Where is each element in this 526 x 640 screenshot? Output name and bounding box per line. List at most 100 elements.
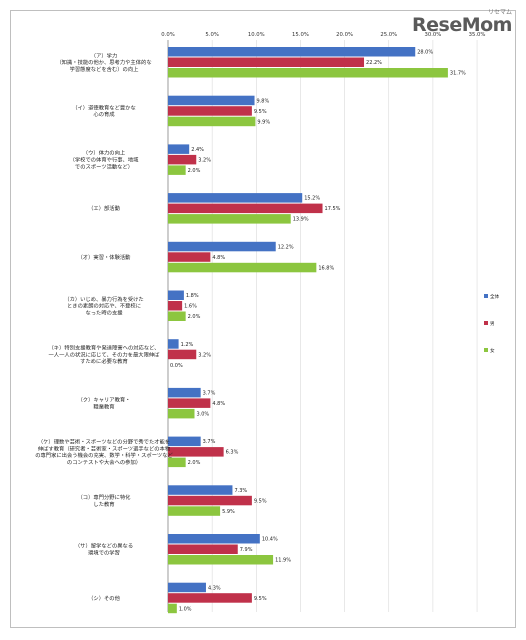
bar	[168, 506, 221, 516]
category-label: （シ）その他	[88, 594, 120, 602]
bar	[168, 193, 303, 203]
bar	[168, 349, 197, 360]
bar	[168, 68, 448, 78]
x-tick-label: 5.0%	[205, 32, 218, 38]
bar	[168, 252, 211, 262]
bar	[168, 262, 317, 273]
bar	[168, 290, 184, 300]
data-label: 9.5%	[254, 596, 267, 602]
bar	[168, 436, 201, 447]
data-label: 3.7%	[203, 390, 216, 396]
bar	[168, 57, 365, 67]
data-label: 2.0%	[188, 460, 201, 466]
category-label: （エ）部活動	[88, 204, 120, 212]
bar	[168, 47, 416, 57]
data-label: 7.9%	[240, 547, 253, 553]
legend-label: 男	[490, 321, 495, 327]
category-label: （ア）学力（知識・技能の他か、思考力や主体的な学習態度などを含む）の向上	[56, 51, 151, 73]
bar	[168, 447, 224, 457]
bar	[168, 495, 252, 506]
data-label: 4.8%	[212, 401, 225, 407]
x-tick-label: 15.0%	[292, 32, 309, 38]
category-label: （イ）道徳教育など豊かな心の育成	[72, 103, 136, 118]
bar	[168, 214, 291, 224]
category-label: （カ）いじめ、暴力行為を受けたときの素朗の対応や、不登校になった時の支援	[64, 295, 143, 317]
data-label: 9.8%	[257, 98, 270, 104]
x-tick-label: 25.0%	[380, 32, 397, 38]
category-label: （ウ）体力の向上（学校での体育や行事、地域でのスポーツ活動など）	[70, 149, 140, 171]
data-label: 17.5%	[325, 206, 341, 212]
data-label: 15.2%	[304, 196, 320, 202]
data-label: 22.2%	[366, 60, 382, 66]
data-label: 0.0%	[170, 363, 183, 369]
data-label: 1.8%	[186, 293, 199, 299]
x-tick-label: 30.0%	[424, 32, 441, 38]
x-tick-label: 35.0%	[469, 32, 486, 38]
resemom-logo: リセマム ReseMom	[412, 9, 512, 36]
data-label: 6.3%	[226, 450, 239, 456]
bar	[168, 534, 260, 544]
category-label: （ク）キャリア教育・職業教育	[78, 396, 131, 411]
data-label: 7.3%	[234, 488, 247, 494]
data-label: 3.2%	[198, 352, 211, 358]
data-label: 1.6%	[184, 304, 197, 310]
data-label: 2.0%	[188, 314, 201, 320]
bar	[168, 165, 186, 175]
bar	[168, 311, 186, 321]
data-label: 3.7%	[203, 439, 216, 445]
data-label: 5.9%	[222, 509, 235, 515]
bar	[168, 154, 197, 165]
data-label: 12.2%	[278, 244, 294, 250]
data-label: 31.7%	[450, 71, 466, 77]
data-label: 28.0%	[417, 50, 433, 56]
data-label: 3.2%	[198, 157, 211, 163]
data-label: 9.9%	[257, 119, 270, 125]
bar	[168, 485, 233, 495]
chart-frame	[10, 10, 516, 628]
data-label: 13.9%	[293, 217, 309, 223]
data-label: 11.9%	[275, 558, 291, 564]
data-label: 2.4%	[191, 147, 204, 153]
category-label: （オ）実習・体験活動	[78, 253, 131, 261]
logo-subtitle: リセマム	[487, 9, 512, 16]
data-label: 4.8%	[212, 255, 225, 261]
bar	[168, 555, 274, 565]
bar	[168, 457, 186, 468]
legend-label: 全体	[490, 293, 500, 300]
legend-swatch	[484, 321, 488, 325]
bar	[168, 241, 276, 252]
bar	[168, 603, 177, 614]
data-label: 10.4%	[262, 537, 278, 543]
bar	[168, 593, 252, 603]
data-label: 3.0%	[196, 411, 209, 417]
data-label: 9.5%	[254, 109, 267, 115]
logo-text: ReseMom	[412, 14, 512, 36]
category-label: （キ）特別支援教育や発達障害への対応など、一人一人の状況に応じて、その力を最大限…	[49, 343, 161, 365]
legend-label: 女	[490, 347, 495, 354]
bar	[168, 116, 256, 127]
bar	[168, 387, 201, 398]
data-label: 1.2%	[181, 342, 194, 348]
legend-swatch	[484, 348, 488, 352]
bar	[168, 144, 190, 154]
category-label: （ケ）理数や芸術・スポーツなどの分野で秀でた才能を伸ばす教育（研究者・芸術家・ス…	[35, 437, 173, 465]
data-label: 9.5%	[254, 498, 267, 504]
bar	[168, 544, 238, 554]
category-label: （コ）専門分野に特化した教育	[78, 493, 132, 508]
x-tick-label: 20.0%	[336, 32, 353, 38]
bar	[168, 95, 255, 106]
bar	[168, 582, 206, 593]
x-tick-label: 0.0%	[161, 32, 174, 38]
bar	[168, 398, 211, 408]
data-label: 4.3%	[208, 585, 221, 591]
x-tick-label: 10.0%	[248, 32, 265, 38]
legend-swatch	[484, 294, 488, 298]
bar	[168, 203, 323, 214]
bar	[168, 106, 252, 116]
bar	[168, 339, 179, 349]
category-label: （サ）留学などの異なる環境での学習	[75, 542, 133, 557]
bar	[168, 408, 195, 419]
data-label: 16.8%	[318, 265, 334, 271]
data-label: 1.0%	[179, 606, 192, 612]
